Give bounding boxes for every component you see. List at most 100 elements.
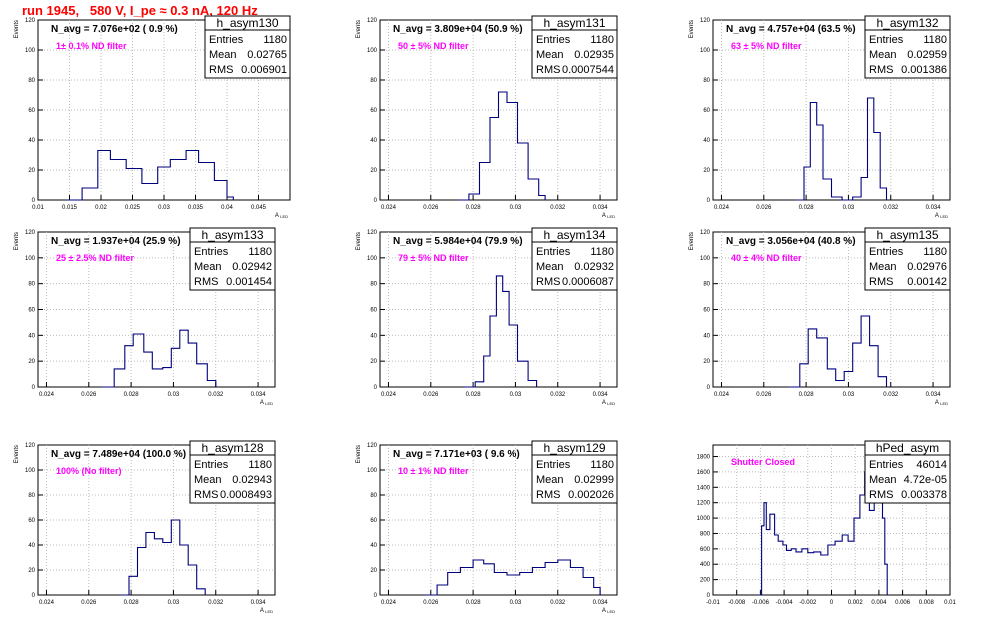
x-tick-label: 0.03 [158,205,170,211]
filter-annotation: Shutter Closed [731,457,795,467]
y-tick-label: 20 [28,359,35,365]
stats-value-rms: 0.001386 [901,64,947,76]
y-tick-label: 1600 [697,470,711,476]
x-tick-label: 0.026 [756,205,772,211]
y-tick-label: 120 [700,18,711,24]
x-axis-title: A LED [602,213,615,219]
y-tick-label: 1000 [697,516,711,522]
x-tick-label: 0.01 [944,600,956,606]
stats-key-rms: RMS [194,276,218,288]
stats-key-rms: RMS [536,276,560,288]
x-axis-title: A LED [602,400,615,406]
x-tick-label: 0.002 [848,600,864,606]
x-tick-label: 0.03 [510,392,522,398]
stats-key-mean: Mean [869,261,897,273]
y-tick-label: 80 [28,282,35,288]
x-tick-label: 0.026 [81,392,97,398]
x-tick-label: 0.035 [188,205,204,211]
n-avg-label: N_avg = 5.984e+04 (79.9 %) [393,236,523,247]
y-tick-label: 120 [25,230,36,236]
stats-value-rms: 0.0007544 [562,64,614,76]
stats-key-rms: RMS [869,276,893,288]
histogram-series-line [464,275,538,388]
stats-value-rms: 0.0008493 [220,489,272,501]
y-tick-label: 100 [25,256,36,262]
y-tick-label: 80 [28,78,35,84]
x-tick-label: 0.028 [124,600,140,606]
stats-histogram-name: h_asym129 [543,441,605,455]
y-tick-label: 40 [28,138,35,144]
stats-box [531,227,618,291]
x-axis-title: A LED [935,400,948,406]
x-tick-label: 0.034 [593,392,609,398]
n-avg-label: N_avg = 7.076e+02 ( 0.9 %) [51,24,178,35]
stats-box [864,440,951,504]
x-tick-label: 0.034 [926,392,942,398]
y-tick-label: 1200 [697,501,711,507]
y-tick-label: 60 [370,308,377,314]
stats-key-rms: RMS [536,64,560,76]
stats-key-mean: Mean [209,49,237,61]
x-tick-label: 0.008 [919,600,935,606]
x-tick-label: 0.028 [799,205,815,211]
y-tick-label: 80 [703,78,710,84]
x-tick-label: 0.024 [381,205,397,211]
x-tick-label: 0.034 [251,392,267,398]
y-tick-label: 80 [370,78,377,84]
stats-value-rms: 0.00142 [907,276,947,288]
stats-key-entries: Entries [869,246,904,258]
y-tick-label: 20 [703,359,710,365]
x-tick-label: 0.025 [125,205,141,211]
stats-box [864,227,951,291]
y-tick-label: 60 [28,308,35,314]
stats-value-mean: 0.02959 [907,49,947,61]
y-tick-label: 60 [370,518,377,524]
histogram-panel-h_asym132: 0.024 0.026 0.028 0.03 0.032 0.034 0 20 40 60 80 10… [689,15,951,219]
stats-histogram-name: hPed_asym [876,441,939,455]
stats-key-mean: Mean [194,261,222,273]
histogram-series-line [101,329,217,388]
y-tick-label: 0 [374,385,378,391]
histogram-panel-h_asym134: 0.024 0.026 0.028 0.03 0.032 0.034 0 20 40 60 80 10… [356,227,618,406]
x-tick-label: 0.03 [510,600,522,606]
stats-histogram-name: h_asym130 [216,16,278,30]
x-tick-label: 0.004 [871,600,887,606]
stats-key-entries: Entries [194,246,229,258]
y-tick-label: 60 [703,108,710,114]
y-tick-label: 100 [367,256,378,262]
y-tick-label: 40 [28,543,35,549]
stats-key-mean: Mean [536,474,564,486]
histogram-series-line [758,452,888,596]
stats-key-entries: Entries [869,459,904,471]
y-tick-label: 40 [703,138,710,144]
x-tick-label: 0.034 [926,205,942,211]
x-tick-label: -0.006 [752,600,770,606]
filter-annotation: 50 ± 5% ND filter [398,41,469,51]
stats-value-rms: 0.003378 [901,489,947,501]
y-tick-label: 80 [370,493,377,499]
stats-value-mean: 0.02999 [574,474,614,486]
filter-annotation: 40 ± 4% ND filter [731,253,802,263]
x-tick-label: 0.015 [62,205,78,211]
stats-value-entries: 46014 [916,459,947,471]
stats-key-mean: Mean [869,49,897,61]
y-axis-title: Events [356,20,362,38]
histogram-panel-h_asym135: 0.024 0.026 0.028 0.03 0.032 0.034 0 20 40 60 80 10… [689,227,951,406]
x-tick-label: 0.024 [381,600,397,606]
x-tick-label: 0.026 [423,392,439,398]
x-tick-label: 0.024 [714,392,730,398]
y-tick-label: 1400 [697,485,711,491]
stats-value-mean: 0.02932 [574,261,614,273]
y-tick-label: 20 [370,359,377,365]
y-tick-label: 40 [28,333,35,339]
stats-histogram-name: h_asym131 [543,16,605,30]
stats-key-entries: Entries [536,34,571,46]
y-axis-title: Events [356,232,362,250]
stats-value-entries: 1180 [590,34,614,46]
y-tick-label: 60 [28,518,35,524]
x-tick-label: 0.028 [466,600,482,606]
x-tick-label: 0.028 [124,392,140,398]
histogram-panel-h_asym129: 0.024 0.026 0.028 0.03 0.032 0.034 0 20 40 60 80 10… [356,440,618,614]
y-tick-label: 20 [28,568,35,574]
stats-value-entries: 1180 [263,34,287,46]
